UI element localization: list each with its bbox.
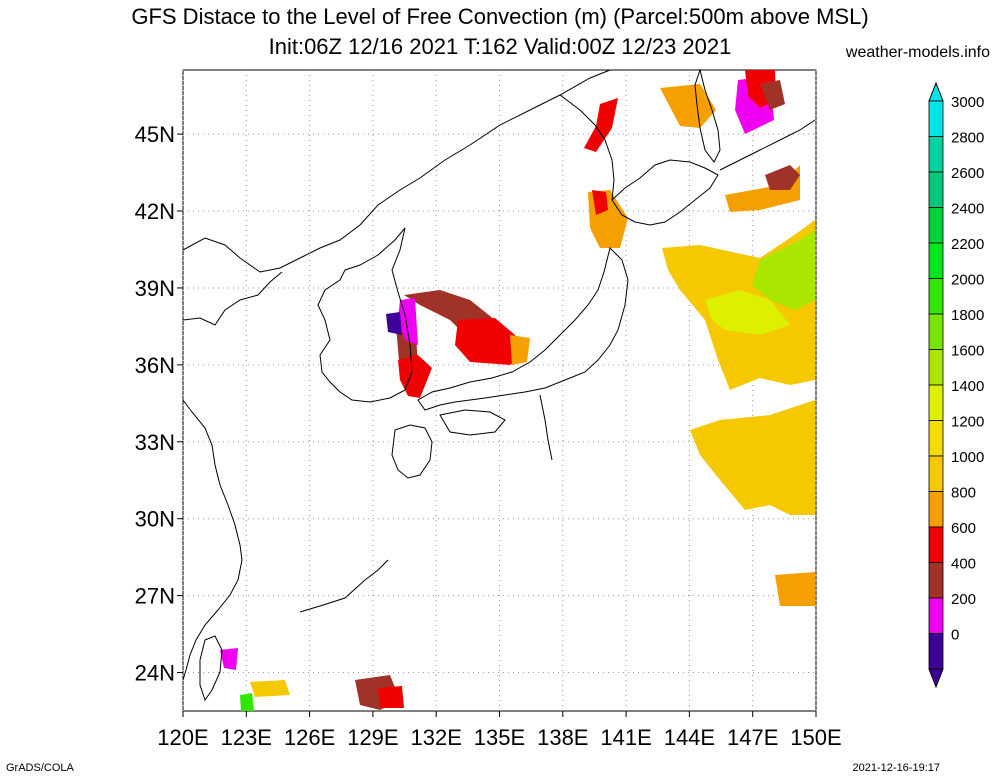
lon-tick-label: 147E xyxy=(727,725,778,750)
colorbar-label: 2000 xyxy=(951,272,984,289)
footer-timestamp: 2021-12-16-19:17 xyxy=(852,762,940,774)
shade-taiwan-magenta xyxy=(220,648,238,670)
shade-pacific-green xyxy=(752,230,815,310)
colorbar-label: 3000 xyxy=(951,94,984,111)
colorbar-label: 1800 xyxy=(951,307,984,324)
shade-pacific-yellow xyxy=(705,290,790,335)
colorbar-swatch xyxy=(928,100,944,137)
lon-tick-label: 135E xyxy=(474,725,525,750)
coast-china-northeast xyxy=(182,69,611,273)
colorbar-swatch xyxy=(928,491,944,528)
latitude-axis: 45N 42N 39N 36N 33N 30N 27N 24N xyxy=(135,122,183,686)
colorbar-top-arrow xyxy=(928,81,944,102)
colorbar-label: 2800 xyxy=(951,130,984,147)
colorbar-swatch xyxy=(928,278,944,315)
lon-tick-label: 126E xyxy=(284,725,335,750)
lat-tick-label: 27N xyxy=(135,584,175,609)
shade-taiwan-orange xyxy=(250,680,290,697)
colorbar-swatch xyxy=(928,455,944,492)
lon-tick-label: 132E xyxy=(411,725,462,750)
colorbar-swatch xyxy=(928,136,944,173)
footer-software: GrADS/COLA xyxy=(6,762,74,774)
colorbar-swatch xyxy=(928,384,944,421)
source-credit: weather-models.info xyxy=(845,44,990,61)
colorbar-swatch xyxy=(928,207,944,244)
coast-taiwan xyxy=(199,635,223,702)
shade-korea-purple xyxy=(386,312,402,335)
map-subtitle: Init:06Z 12/16 2021 T:162 Valid:00Z 12/2… xyxy=(268,34,732,59)
colorbar-swatch xyxy=(928,313,944,350)
colorbar-swatch xyxy=(928,420,944,457)
coast-hokkaido xyxy=(611,159,719,226)
colorbar-swatch xyxy=(928,562,944,599)
colorbar-label: 0 xyxy=(951,627,959,644)
shade-hokkaido-east xyxy=(725,165,800,212)
coast-ryukyu xyxy=(299,559,389,613)
colorbar-label: 2200 xyxy=(951,236,984,253)
shade-okinawa-red xyxy=(378,686,404,708)
colorbar: 3000280026002400220020001800160014001200… xyxy=(928,81,984,689)
shade-pacific-south xyxy=(690,400,815,515)
colorbar-label: 1200 xyxy=(951,414,984,431)
coast-korea xyxy=(317,227,413,403)
colorbar-swatch xyxy=(928,597,944,634)
lon-tick-label: 150E xyxy=(790,725,841,750)
coast-sakhalin xyxy=(694,68,721,163)
shade-taiwan-green xyxy=(240,693,254,711)
coast-china-east xyxy=(182,399,243,681)
colorbar-swatch xyxy=(928,633,944,670)
lat-tick-label: 39N xyxy=(135,276,175,301)
grid-lines xyxy=(182,70,817,711)
map-title: GFS Distace to the Level of Free Convect… xyxy=(131,4,869,29)
shade-sakhalin-orange xyxy=(660,84,716,128)
lat-tick-label: 42N xyxy=(135,199,175,224)
colorbar-label: 400 xyxy=(951,556,976,573)
shade-primorye xyxy=(584,98,618,152)
lon-tick-label: 120E xyxy=(157,725,208,750)
shade-eastsea-red xyxy=(455,318,525,365)
lon-tick-label: 138E xyxy=(537,725,588,750)
colorbar-label: 200 xyxy=(951,591,976,608)
lat-tick-label: 45N xyxy=(135,122,175,147)
colorbar-label: 1000 xyxy=(951,449,984,466)
colorbar-swatch xyxy=(928,526,944,563)
colorbar-label: 2400 xyxy=(951,201,984,218)
lon-tick-label: 129E xyxy=(347,725,398,750)
shade-pacific-sw xyxy=(775,572,815,606)
colorbar-bottom-arrow xyxy=(928,668,944,689)
coast-kyushu xyxy=(391,424,433,479)
shade-sakhalin-brown xyxy=(760,80,785,110)
coast-honshu xyxy=(417,247,629,411)
colorbar-label: 1600 xyxy=(951,343,984,360)
shade-eastsea-orange xyxy=(510,335,530,365)
shade-tsugaru-red xyxy=(592,190,608,215)
coastlines xyxy=(182,68,816,702)
shade-hokkaido-red xyxy=(765,165,800,190)
lat-tick-label: 24N xyxy=(135,661,175,686)
coast-shikoku xyxy=(439,409,506,436)
lat-tick-label: 30N xyxy=(135,507,175,532)
colorbar-label: 1400 xyxy=(951,378,984,395)
colorbar-swatch xyxy=(928,349,944,386)
lon-tick-label: 144E xyxy=(664,725,715,750)
lat-tick-label: 36N xyxy=(135,353,175,378)
colorbar-label: 2600 xyxy=(951,165,984,182)
colorbar-swatch xyxy=(928,242,944,279)
colorbar-label: 800 xyxy=(951,485,976,502)
lfc-shading xyxy=(220,70,815,711)
longitude-axis: 120E 123E 126E 129E 132E 135E 138E 141E 144E 147E… xyxy=(157,711,842,750)
colorbar-label: 600 xyxy=(951,520,976,537)
coast-bohai xyxy=(182,271,283,326)
lat-tick-label: 33N xyxy=(135,430,175,455)
coast-russia-maritime xyxy=(559,94,615,201)
coast-izu xyxy=(539,394,553,461)
coast-kurils xyxy=(719,119,816,171)
colorbar-swatch xyxy=(928,171,944,208)
lon-tick-label: 141E xyxy=(600,725,651,750)
lon-tick-label: 123E xyxy=(221,725,272,750)
